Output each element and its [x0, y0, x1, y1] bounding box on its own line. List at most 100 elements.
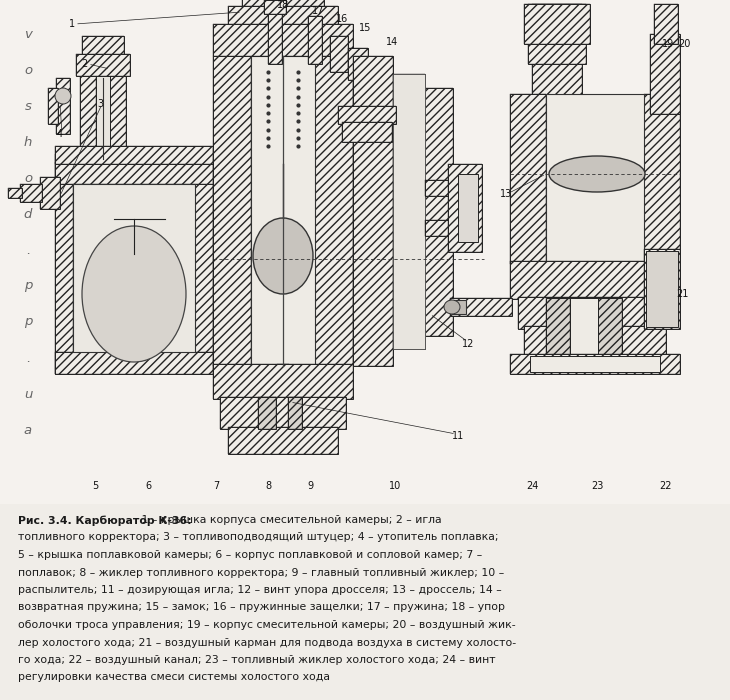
Bar	[213, 364, 353, 399]
Bar	[532, 4, 582, 104]
Text: 22: 22	[660, 481, 672, 491]
Bar	[452, 300, 466, 314]
Bar	[425, 180, 480, 196]
Bar	[518, 297, 672, 329]
Text: 5 – крышка поплавковой камеры; 6 – корпус поплавковой и сопловой камер; 7 –: 5 – крышка поплавковой камеры; 6 – корпу…	[18, 550, 483, 560]
Text: 19: 19	[662, 39, 674, 49]
Bar	[228, 427, 338, 454]
Bar	[393, 74, 425, 349]
Text: 13: 13	[500, 189, 512, 199]
Bar	[524, 326, 666, 356]
Bar	[644, 94, 680, 264]
Text: 2: 2	[81, 59, 87, 69]
Bar	[448, 164, 482, 252]
Bar	[268, 4, 282, 64]
Text: регулировки качества смеси системы холостого хода: регулировки качества смеси системы холос…	[18, 673, 330, 682]
Bar	[258, 397, 276, 429]
Bar	[510, 261, 680, 299]
Bar	[650, 34, 680, 114]
Bar	[258, 397, 276, 429]
Bar	[213, 56, 251, 366]
Bar	[40, 177, 60, 209]
Bar	[55, 352, 213, 374]
Text: 9: 9	[307, 481, 313, 491]
Text: топливного корректора; 3 – топливоподводящий штуцер; 4 – утопитель поплавка;: топливного корректора; 3 – топливоподвод…	[18, 533, 499, 542]
Bar	[213, 364, 353, 399]
Bar	[73, 184, 195, 352]
Bar	[110, 72, 126, 162]
Bar	[96, 72, 110, 162]
Bar	[425, 88, 453, 336]
Bar	[330, 36, 348, 72]
Bar	[546, 94, 644, 264]
Text: 10: 10	[389, 481, 401, 491]
Bar	[353, 56, 393, 366]
Bar	[315, 56, 353, 366]
Bar	[368, 66, 390, 94]
Bar	[393, 74, 425, 349]
Bar	[20, 184, 42, 202]
Ellipse shape	[444, 300, 460, 314]
Bar	[80, 72, 96, 162]
Bar	[338, 106, 396, 124]
Text: .: .	[26, 244, 30, 256]
Text: 11: 11	[452, 431, 464, 441]
Ellipse shape	[82, 226, 186, 362]
Bar	[644, 94, 680, 264]
Text: 17: 17	[312, 6, 324, 16]
Text: a: a	[24, 424, 32, 437]
Bar	[598, 298, 622, 356]
Bar	[55, 154, 73, 374]
Text: 4: 4	[57, 129, 63, 139]
Circle shape	[55, 88, 71, 104]
Bar	[425, 88, 453, 336]
Bar	[242, 0, 324, 6]
Bar	[279, 366, 287, 422]
Bar	[524, 4, 590, 44]
Bar	[55, 352, 213, 374]
Bar	[524, 4, 590, 44]
Text: 1: 1	[69, 19, 75, 29]
Bar	[644, 249, 680, 329]
Bar	[598, 298, 622, 356]
Text: 21: 21	[676, 289, 688, 299]
Bar	[510, 354, 680, 374]
Text: 8: 8	[265, 481, 271, 491]
Bar	[528, 4, 586, 64]
Bar	[288, 397, 302, 429]
Bar	[393, 74, 425, 349]
Bar	[546, 298, 570, 356]
Text: .: .	[26, 351, 30, 365]
Bar	[546, 298, 570, 356]
Bar	[228, 6, 338, 24]
Bar	[510, 94, 546, 264]
Bar	[425, 180, 480, 196]
Bar	[288, 397, 302, 429]
Text: 1 – крышка корпуса смесительной камеры; 2 – игла: 1 – крышка корпуса смесительной камеры; …	[138, 515, 442, 525]
Text: распылитель; 11 – дозирующая игла; 12 – винт упора дросселя; 13 – дроссель; 14 –: распылитель; 11 – дозирующая игла; 12 – …	[18, 585, 502, 595]
Bar	[528, 4, 586, 64]
Bar	[220, 397, 346, 429]
Text: возвратная пружина; 15 – замок; 16 – пружинные защелки; 17 – пружина; 18 – упор: возвратная пружина; 15 – замок; 16 – пру…	[18, 603, 505, 612]
Bar	[213, 24, 353, 56]
Bar	[308, 16, 322, 64]
Bar	[450, 298, 512, 316]
Bar	[195, 154, 213, 374]
Bar	[570, 298, 598, 356]
Bar	[315, 56, 353, 366]
Text: 24: 24	[526, 481, 538, 491]
Text: 20: 20	[678, 39, 690, 49]
Bar	[55, 162, 213, 184]
Bar	[425, 220, 480, 236]
Text: p: p	[24, 316, 32, 328]
Bar	[277, 364, 289, 424]
Text: поплавок; 8 – жиклер топливного корректора; 9 – главный топливный жиклер; 10 –: поплавок; 8 – жиклер топливного корректо…	[18, 568, 504, 578]
Text: 12: 12	[462, 339, 475, 349]
Bar	[110, 72, 126, 162]
Text: d: d	[24, 207, 32, 220]
Bar	[654, 4, 678, 44]
Text: s: s	[25, 99, 31, 113]
Text: p: p	[24, 279, 32, 293]
Bar	[510, 261, 680, 299]
Text: u: u	[24, 388, 32, 400]
